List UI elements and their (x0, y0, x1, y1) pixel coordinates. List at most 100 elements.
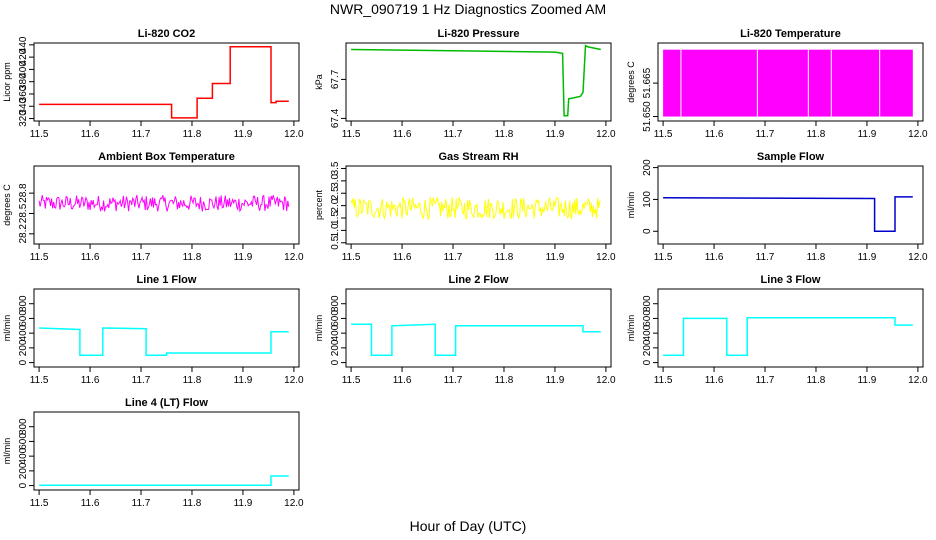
y-tick-label: 51.665 (642, 67, 653, 98)
y-tick-label: 2.5 (330, 186, 341, 200)
y-axis-label: ml/min (2, 315, 12, 342)
chart-panel: Li-820 CO2 11.5 11.6 11.7 11.8 11.9 12.0 320340… (2, 28, 304, 140)
y-tick-label: 0 (330, 359, 341, 365)
x-tick-label: 11.5 (30, 129, 49, 140)
x-tick-label: 11.7 (756, 129, 775, 140)
series-line (350, 196, 601, 221)
plot-frame (33, 42, 300, 122)
x-tick-label: 11.5 (30, 498, 49, 509)
x-tick-label: 11.7 (444, 375, 463, 386)
x-tick-label: 11.8 (807, 129, 826, 140)
y-tick-label: 600 (18, 310, 29, 327)
x-axis-label: Hour of Day (UTC) (409, 518, 527, 534)
chart-panel: Line 1 Flow 11.5 11.6 11.7 11.8 11.9 12.0 0 2004… (2, 274, 304, 386)
y-tick-label: 600 (330, 310, 341, 327)
y-axis-label: degrees C (626, 61, 636, 103)
x-tick-label: 11.9 (234, 498, 253, 509)
x-tick-label: 11.9 (546, 129, 565, 140)
x-tick-label: 11.8 (807, 375, 826, 386)
chart-main-title: NWR_090719 1 Hz Diagnostics Zoomed AM (329, 1, 607, 17)
chart-panel: Ambient Box Temperature 11.5 11.6 11.7 11.8 1… (2, 151, 304, 263)
y-axis-label: ml/min (626, 192, 636, 219)
x-tick-label: 11.5 (654, 375, 673, 386)
y-axis-label: ml/min (2, 438, 12, 465)
x-tick-label: 11.5 (654, 252, 673, 263)
x-tick-label: 12.0 (284, 252, 304, 263)
chart-panel: Li-820 Pressure 11.5 11.6 11.7 11.8 11.9 12.0 6… (314, 28, 616, 140)
x-tick-label: 11.9 (234, 375, 253, 386)
chart-panel: Line 4 (LT) Flow 11.5 11.6 11.7 11.8 11.9 12.0… (2, 397, 304, 509)
x-tick-label: 11.6 (393, 375, 412, 386)
x-tick-label: 11.7 (132, 498, 151, 509)
y-tick-label: 800 (642, 295, 653, 312)
y-tick-label: 3.5 (330, 161, 341, 175)
panel-title: Ambient Box Temperature (98, 151, 235, 163)
y-tick-label: 1.0 (330, 223, 341, 237)
series-line (351, 44, 601, 117)
data-band (663, 49, 913, 117)
x-tick-label: 11.6 (81, 129, 100, 140)
x-tick-label: 11.7 (444, 252, 463, 263)
y-tick-label: 380 (18, 73, 29, 90)
x-tick-label: 12.0 (908, 375, 928, 386)
x-tick-label: 12.0 (284, 498, 304, 509)
plot-frame (345, 42, 612, 122)
series-line (663, 196, 913, 233)
y-tick-label: 800 (18, 295, 29, 312)
x-tick-label: 11.6 (705, 252, 724, 263)
chart-panel: Gas Stream RH 11.5 11.6 11.7 11.8 11.9 12.0 0.5… (314, 151, 616, 263)
x-tick-label: 11.6 (81, 498, 100, 509)
chart-panel: Line 2 Flow 11.5 11.6 11.7 11.8 11.9 12.0 0 2004… (314, 274, 616, 386)
x-tick-label: 11.7 (756, 252, 775, 263)
series-line (38, 194, 290, 213)
series-line (39, 45, 289, 119)
x-tick-label: 11.9 (858, 129, 877, 140)
y-tick-label: 67.4 (330, 108, 341, 128)
x-tick-label: 11.8 (495, 375, 514, 386)
panel-title: Li-820 Pressure (438, 28, 520, 40)
y-tick-label: 51.650 (642, 101, 653, 132)
series-line (39, 475, 289, 486)
y-tick-label: 28.8 (18, 183, 29, 203)
y-tick-label: 200 (18, 339, 29, 356)
y-tick-label: 0 (18, 359, 29, 365)
plot-frame (345, 165, 612, 245)
y-tick-label: 400 (18, 447, 29, 464)
chart-panel: Line 3 Flow 11.5 11.6 11.7 11.8 11.9 12.0 0 2004… (626, 274, 928, 386)
y-tick-label: 600 (18, 433, 29, 450)
x-tick-label: 12.0 (596, 375, 616, 386)
panel-title: Li-820 Temperature (740, 28, 841, 40)
x-tick-label: 11.8 (183, 252, 202, 263)
panel-title: Gas Stream RH (438, 151, 518, 163)
panel-title: Line 2 Flow (449, 274, 509, 286)
panel-title: Sample Flow (757, 151, 825, 163)
x-tick-label: 11.7 (756, 375, 775, 386)
y-axis-label: degrees C (2, 184, 12, 226)
y-tick-label: 360 (18, 85, 29, 102)
plot-frame (657, 288, 924, 368)
x-tick-label: 11.8 (495, 129, 514, 140)
y-axis-label: Licor ppm (2, 62, 12, 102)
y-tick-label: 2.0 (330, 198, 341, 212)
series-line (351, 323, 601, 356)
plot-frame (33, 165, 300, 245)
x-tick-label: 11.8 (183, 129, 202, 140)
y-tick-label: 28.2 (18, 224, 29, 244)
y-tick-label: 3.0 (330, 173, 341, 187)
y-tick-label: 420 (18, 48, 29, 65)
x-tick-label: 11.6 (393, 252, 412, 263)
y-tick-label: 0.5 (330, 235, 341, 249)
panel-title: Line 1 Flow (137, 274, 197, 286)
y-tick-label: 600 (642, 310, 653, 327)
x-tick-label: 11.9 (858, 252, 877, 263)
chart-panel: Sample Flow 11.5 11.6 11.7 11.8 11.9 12.0 0 100 2… (626, 151, 928, 263)
y-tick-label: 1.5 (330, 211, 341, 225)
panel-title: Line 4 (LT) Flow (125, 397, 208, 409)
plot-frame (345, 288, 612, 368)
y-tick-label: 800 (330, 295, 341, 312)
y-axis-label: ml/min (626, 315, 636, 342)
x-tick-label: 11.5 (342, 252, 361, 263)
x-tick-label: 11.9 (234, 129, 253, 140)
x-tick-label: 12.0 (596, 129, 616, 140)
